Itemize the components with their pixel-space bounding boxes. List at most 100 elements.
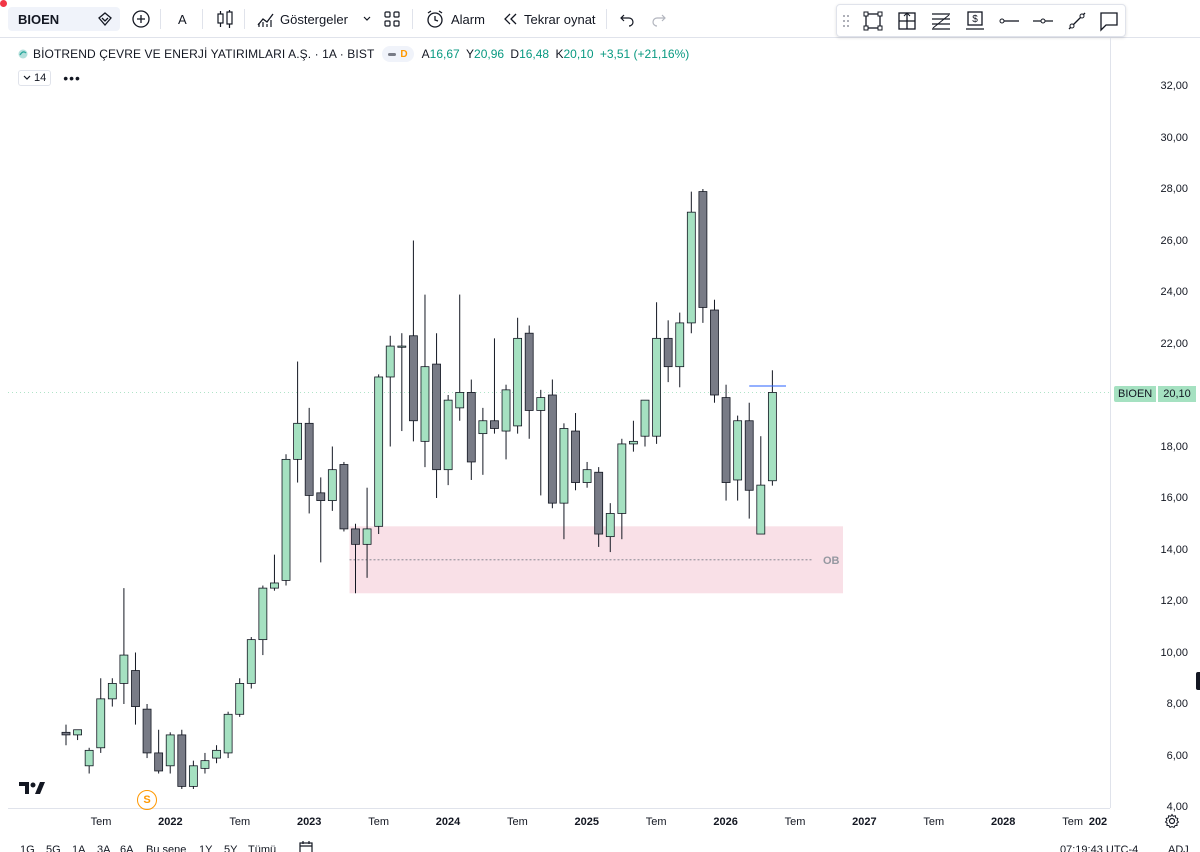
symbol-title[interactable]: BİOTREND ÇEVRE VE ENERJİ YATIRIMLARI A.Ş… (33, 47, 375, 61)
range-button[interactable]: 5G (46, 844, 61, 852)
split-event-marker[interactable]: S (137, 790, 157, 810)
candle-body (270, 582, 279, 589)
marker-letter: S (143, 794, 151, 806)
data-status-pill[interactable]: D (382, 46, 414, 62)
candle-up (617, 438, 627, 540)
time-tick-month: Tem (923, 816, 945, 828)
candle-down (142, 704, 152, 759)
range-button[interactable]: 3A (97, 844, 111, 852)
candle-body (107, 683, 117, 700)
candle-body (304, 422, 314, 496)
price-tick-label: 10,00 (1160, 646, 1188, 659)
candle-style-icon[interactable] (214, 8, 236, 30)
candle-body (397, 345, 407, 348)
range-button[interactable]: 1G (20, 844, 35, 852)
price-tick-label: 26,00 (1160, 234, 1188, 247)
indicators-button[interactable]: Göstergeler (256, 8, 372, 30)
candle-up (200, 752, 210, 774)
time-tick-year: 2027 (852, 816, 877, 828)
candle-down (663, 320, 673, 383)
interval-button[interactable]: A (178, 8, 187, 30)
indicators-icon (257, 13, 274, 27)
candle-body (733, 420, 743, 481)
time-tick-month: Tem (1062, 816, 1083, 828)
symbol-search-button[interactable]: BIOEN (8, 7, 120, 31)
undo-icon[interactable] (619, 8, 635, 30)
candle-body (246, 639, 256, 684)
toolbar-divider (160, 9, 161, 29)
candle-body (142, 708, 152, 754)
price-scale[interactable]: 32,0030,0028,0026,0024,0022,0020,0018,00… (1110, 38, 1200, 813)
candle-down (61, 724, 71, 746)
time-tick-month: Tem (90, 816, 112, 828)
range-button[interactable]: 1A (72, 844, 86, 852)
candle-body (698, 191, 708, 308)
time-tick-month: Tem (368, 816, 389, 828)
high-label: Y (466, 47, 475, 61)
indicator-toggle[interactable]: 14 (18, 70, 52, 86)
candle-body (559, 428, 569, 504)
candle-body (686, 211, 696, 324)
candle-body (374, 376, 384, 527)
candle-up (640, 399, 650, 447)
time-tick-year: 2022 (158, 816, 183, 828)
candle-body (316, 492, 326, 501)
range-button[interactable]: 5Y (224, 844, 238, 852)
candle-body (594, 471, 604, 535)
chart-legend: BİOTREND ÇEVRE VE ENERJİ YATIRIMLARI A.Ş… (18, 46, 689, 62)
fib-levels-tool-icon[interactable] (929, 10, 953, 32)
candle-up (84, 747, 94, 774)
redo-icon[interactable] (651, 8, 667, 30)
price-label-tool-icon[interactable]: $ (963, 10, 987, 32)
candle-body (212, 749, 221, 759)
range-button[interactable]: 6A (120, 844, 134, 852)
time-tick-year: 2026 (713, 816, 738, 828)
horizontal-line-tool-icon[interactable] (1031, 10, 1055, 32)
clock-readout[interactable]: 07:19:43 UTC-4 (1060, 844, 1139, 852)
more-options-icon[interactable]: ••• (63, 70, 81, 86)
scroll-handle[interactable] (1196, 672, 1200, 690)
range-button[interactable]: Bu sene (146, 844, 187, 852)
candle-body (351, 528, 360, 545)
replay-button[interactable]: Tekrar oynat (502, 8, 596, 30)
candle-down (490, 338, 499, 434)
layouts-grid-icon[interactable] (383, 8, 401, 30)
adjustment-toggle[interactable]: ADJ (1168, 844, 1189, 852)
candle-body (96, 698, 106, 749)
candle-body (744, 420, 754, 491)
time-scale[interactable]: Tem 2022 Tem 2023 Tem 2024 Tem 2025 Tem 2026 Tem 20… (8, 808, 1110, 836)
candle-up (281, 454, 291, 586)
candle-down (721, 384, 731, 501)
trend-line-tool-icon[interactable] (1065, 10, 1089, 32)
candle-up (188, 760, 198, 789)
svg-text:$: $ (972, 14, 978, 25)
tradingview-logo[interactable] (18, 780, 46, 801)
price-tick-label: 24,00 (1160, 286, 1188, 298)
range-button[interactable]: Tümü (248, 844, 277, 852)
alert-button[interactable]: Alarm (425, 8, 485, 30)
crosshair-box-tool-icon[interactable] (895, 10, 919, 32)
settings-gear-icon[interactable] (1164, 813, 1180, 834)
toolbar-divider (606, 9, 607, 29)
time-tick-year: 2024 (435, 816, 461, 828)
candle-up (455, 294, 465, 421)
range-button[interactable]: 1Y (199, 844, 213, 852)
drag-handle-icon[interactable] (839, 10, 853, 32)
candle-down (154, 729, 164, 774)
rectangle-tool-icon[interactable] (861, 10, 885, 32)
high-value: 20,96 (474, 47, 505, 61)
chart-pane[interactable]: OB (8, 38, 1110, 808)
time-tick-year: 2023 (296, 816, 322, 828)
candle-up (582, 461, 592, 488)
callout-tool-icon[interactable] (1097, 10, 1121, 32)
date-range-calendar-icon[interactable] (298, 840, 314, 852)
candle-up (119, 588, 129, 704)
candlestick-chart[interactable]: OB (8, 38, 1110, 808)
candle-up (443, 395, 453, 486)
open-value: 16,67 (429, 47, 460, 61)
horizontal-ray-tool-icon[interactable] (997, 10, 1021, 32)
compare-add-icon[interactable] (131, 8, 151, 30)
chevron-down-icon[interactable] (362, 14, 372, 24)
symbol-menu-icon[interactable] (96, 10, 114, 31)
